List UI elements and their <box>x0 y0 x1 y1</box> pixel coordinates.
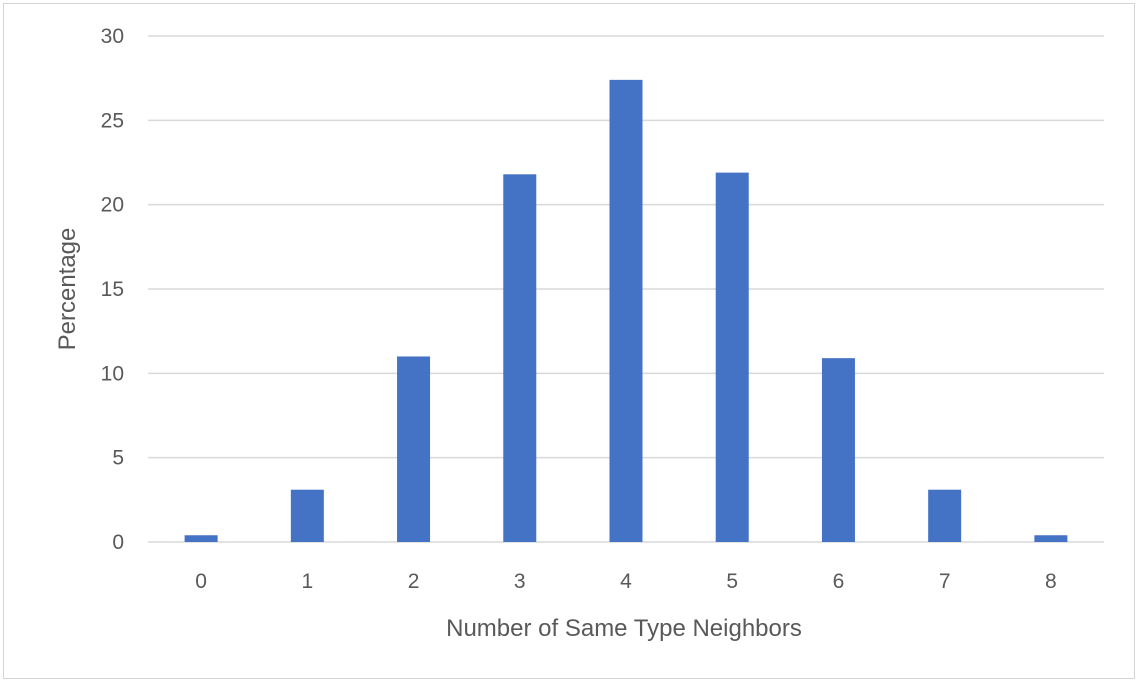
bar-0 <box>184 535 218 542</box>
x-tick-label: 4 <box>620 570 632 593</box>
y-axis-title: Percentage <box>54 228 81 351</box>
bar-3 <box>503 174 537 542</box>
x-tick-label: 8 <box>1045 570 1057 593</box>
x-tick-label: 0 <box>195 570 207 593</box>
x-tick-label: 1 <box>301 570 313 593</box>
y-tick-label: 10 <box>101 362 124 385</box>
bars <box>184 79 1068 542</box>
x-tick-label: 6 <box>833 570 845 593</box>
x-tick-label: 5 <box>726 570 738 593</box>
bar-7 <box>928 489 962 542</box>
y-axis-ticks: 0 5 10 15 20 25 30 <box>101 25 124 554</box>
x-axis-ticks: 0 1 2 3 4 5 6 7 8 <box>195 570 1056 593</box>
x-tick-label: 3 <box>514 570 526 593</box>
x-tick-label: 7 <box>939 570 951 593</box>
bar-8 <box>1034 535 1068 542</box>
x-axis-title: Number of Same Type Neighbors <box>446 615 802 642</box>
y-tick-label: 20 <box>101 194 124 217</box>
bar-4 <box>609 79 643 542</box>
bar-6 <box>821 358 855 542</box>
y-tick-label: 25 <box>101 109 124 132</box>
bar-5 <box>715 172 749 542</box>
bar-2 <box>397 356 431 542</box>
x-tick-label: 2 <box>408 570 420 593</box>
chart-frame <box>3 3 1135 679</box>
y-tick-label: 30 <box>101 25 124 48</box>
y-tick-label: 15 <box>101 278 124 301</box>
y-tick-label: 5 <box>112 447 124 470</box>
bar-1 <box>290 489 324 542</box>
y-tick-label: 0 <box>112 531 124 554</box>
